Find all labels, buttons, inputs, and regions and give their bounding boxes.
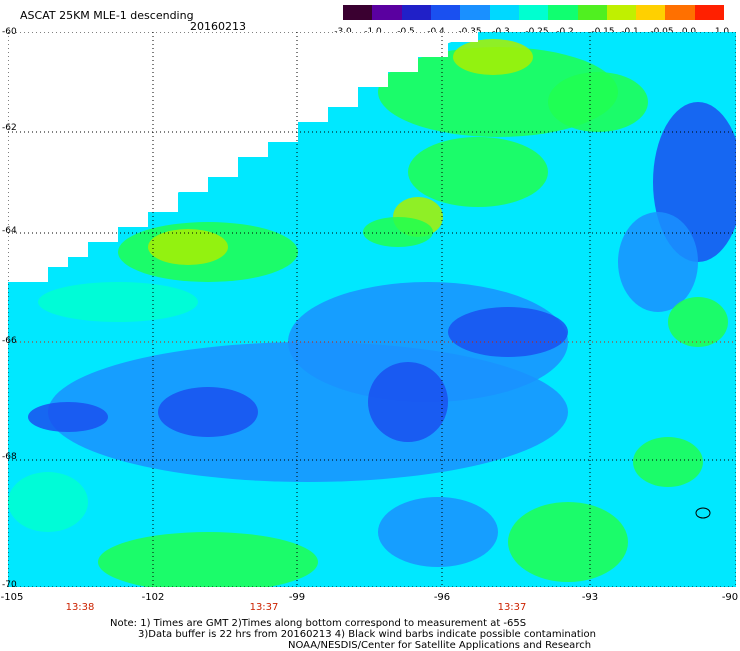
colorbar-swatch-7	[548, 5, 578, 20]
wind-patch-18	[508, 502, 628, 582]
wind-patch-12	[368, 362, 448, 442]
colorbar-swatch-5	[489, 5, 519, 20]
wind-patch-16	[618, 212, 698, 312]
swath-mask	[8, 32, 478, 282]
colorbar	[343, 5, 725, 20]
wind-patch-20	[668, 297, 728, 347]
colorbar-swatch-3	[430, 5, 461, 20]
map-date: 20160213	[190, 20, 246, 33]
lon-label-99: -99	[288, 592, 306, 603]
wind-patch-7	[148, 229, 228, 265]
footnote-line-1: Note: 1) Times are GMT 2)Times along bot…	[110, 618, 527, 629]
wind-patch-3	[453, 39, 533, 75]
wind-patch-14	[28, 402, 108, 432]
map-title: ASCAT 25KM MLE-1 descending	[20, 9, 194, 22]
pass-time-3: 13:37	[497, 602, 527, 613]
pass-time-2: 13:37	[249, 602, 279, 613]
wind-patch-5	[363, 217, 433, 247]
footnote-line-3: NOAA/NESDIS/Center for Satellite Applica…	[288, 640, 592, 651]
lat-label-60: -60	[2, 27, 17, 37]
pass-time-1: 13:38	[65, 602, 95, 613]
colorbar-swatch-10	[636, 5, 666, 20]
lon-label-102: -102	[141, 592, 165, 603]
colorbar-swatch-2	[401, 5, 431, 20]
wind-patch-2	[548, 72, 648, 132]
lat-lon-grid	[8, 32, 736, 587]
lon-label-93: -93	[581, 592, 599, 603]
wind-patch-13	[448, 307, 568, 357]
wind-patch-11	[158, 387, 258, 437]
footnote: Note: 1) Times are GMT 2)Times along bot…	[110, 618, 596, 651]
colorbar-swatch-12	[694, 5, 725, 20]
lat-label-70: -70	[2, 580, 17, 590]
wind-map	[8, 32, 736, 587]
colorbar-swatch-8	[577, 5, 607, 20]
wind-field-patches	[8, 39, 736, 587]
wind-patch-19	[633, 437, 703, 487]
lat-label-66: -66	[2, 336, 17, 346]
lat-label-68: -68	[2, 452, 17, 462]
colorbar-swatch-11	[665, 5, 695, 20]
lon-label-105: -105	[0, 592, 24, 603]
swath-edge-mask	[8, 32, 478, 282]
wind-barb-marker	[695, 507, 711, 519]
wind-patch-1	[408, 137, 548, 207]
lat-label-64: -64	[2, 226, 17, 236]
wind-patch-21	[378, 497, 498, 567]
lon-label-90: -90	[721, 592, 739, 603]
colorbar-swatch-0	[343, 5, 373, 20]
colorbar-swatch-1	[372, 5, 402, 20]
colorbar-swatch-9	[606, 5, 637, 20]
wind-patch-17	[98, 532, 318, 587]
wind-patch-8	[38, 282, 198, 322]
lat-label-62: -62	[2, 123, 17, 133]
colorbar-swatch-4	[460, 5, 490, 20]
lon-label-96: -96	[433, 592, 451, 603]
wind-patch-22	[8, 472, 88, 532]
colorbar-swatch-6	[518, 5, 549, 20]
footnote-line-2: 3)Data buffer is 22 hrs from 20160213 4)…	[138, 629, 596, 640]
